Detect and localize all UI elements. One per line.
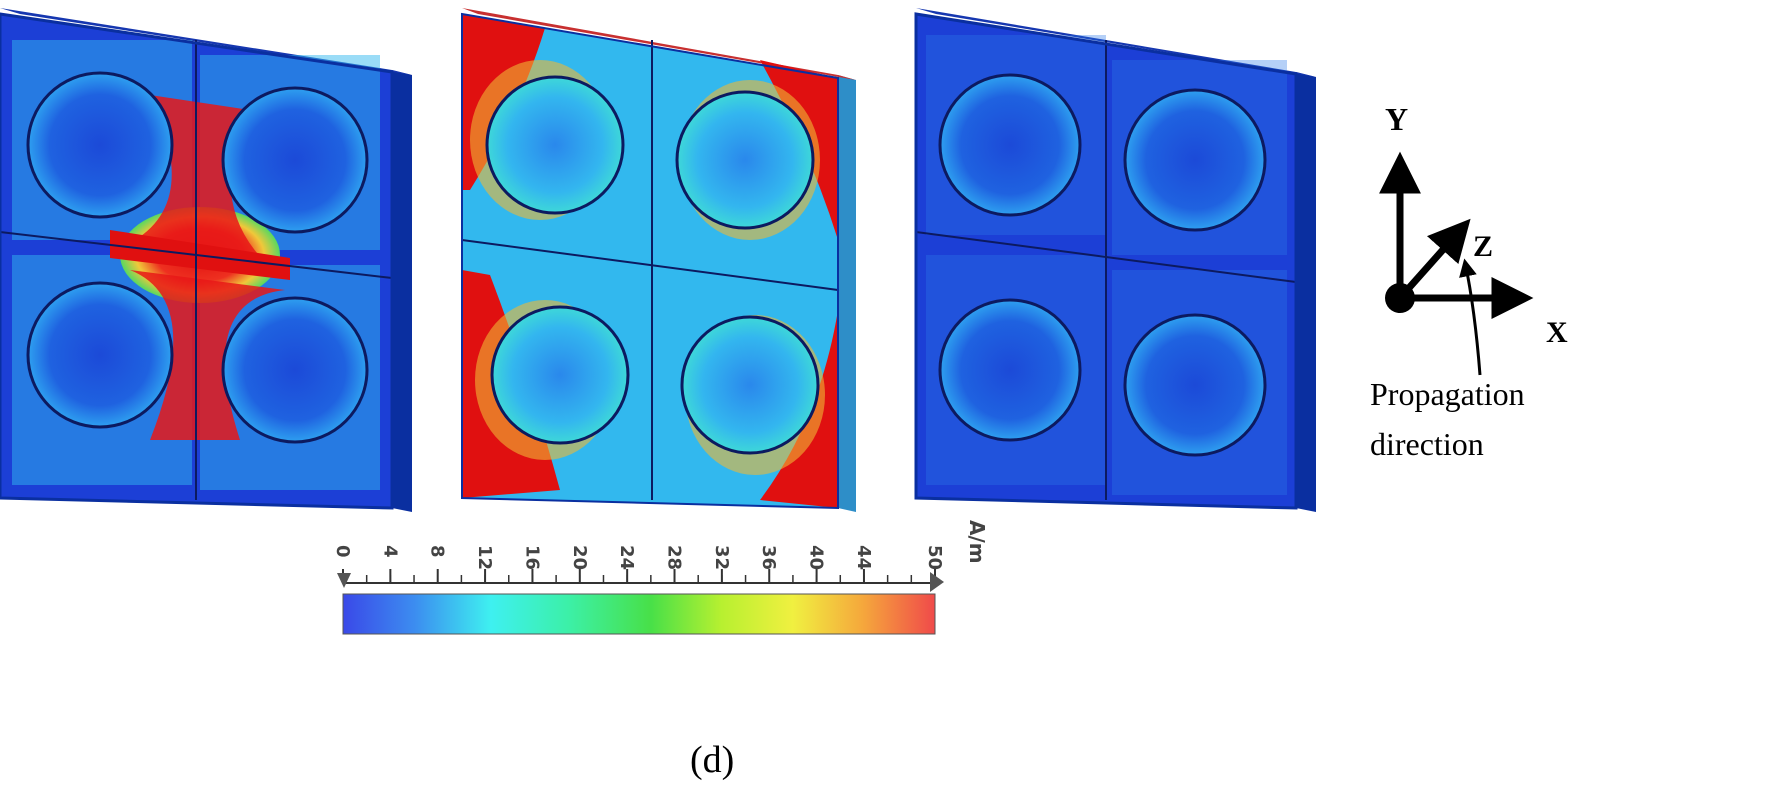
origin-dot: [1385, 283, 1415, 313]
colorbar-unit: A/m: [965, 520, 989, 564]
colorbar-max-marker: [930, 572, 944, 592]
field-panel-3: [914, 8, 1316, 512]
colorbar-tick-label: 20: [569, 545, 590, 570]
propagation-pointer: [1459, 258, 1482, 376]
field-panel-2: [461, 8, 856, 512]
propagation-label-line2: direction: [1370, 426, 1484, 462]
figure-caption: (d): [690, 739, 735, 781]
z-axis-label: Z: [1473, 230, 1493, 263]
colorbar: 0 4 8 12 16 20 24 28 32 36 40 44 50 A/m: [332, 520, 989, 635]
colorbar-tick-label: 28: [664, 545, 685, 570]
colorbar-tick-label: 40: [806, 545, 827, 570]
colorbar-tick-label: 0: [332, 545, 353, 558]
colorbar-tick-label: 32: [711, 545, 732, 570]
colorbar-tick-label: 12: [474, 545, 495, 570]
colorbar-tick-label: 8: [427, 545, 448, 558]
colorbar-tick-label: 16: [521, 545, 542, 570]
colorbar-gradient: [342, 593, 936, 635]
colorbar-tick-label: 4: [379, 545, 400, 558]
propagation-label-line1: Propagation: [1370, 376, 1525, 412]
x-axis-label: X: [1546, 316, 1568, 349]
axes-diagram: Y Z X Propagation direction: [1370, 101, 1568, 462]
colorbar-tick-label: 36: [758, 545, 779, 570]
colorbar-tick-label: 44: [853, 545, 874, 570]
z-axis-arrow: [1397, 218, 1471, 301]
colorbar-ticks: 0 4 8 12 16 20 24 28 32 36 40 44 50: [332, 545, 945, 583]
y-axis-label: Y: [1385, 101, 1408, 137]
colorbar-tick-label: 24: [616, 545, 637, 570]
field-panel-1: [0, 8, 412, 512]
colorbar-tick-label: 50: [924, 545, 945, 570]
colorbar-min-marker: [337, 573, 351, 588]
